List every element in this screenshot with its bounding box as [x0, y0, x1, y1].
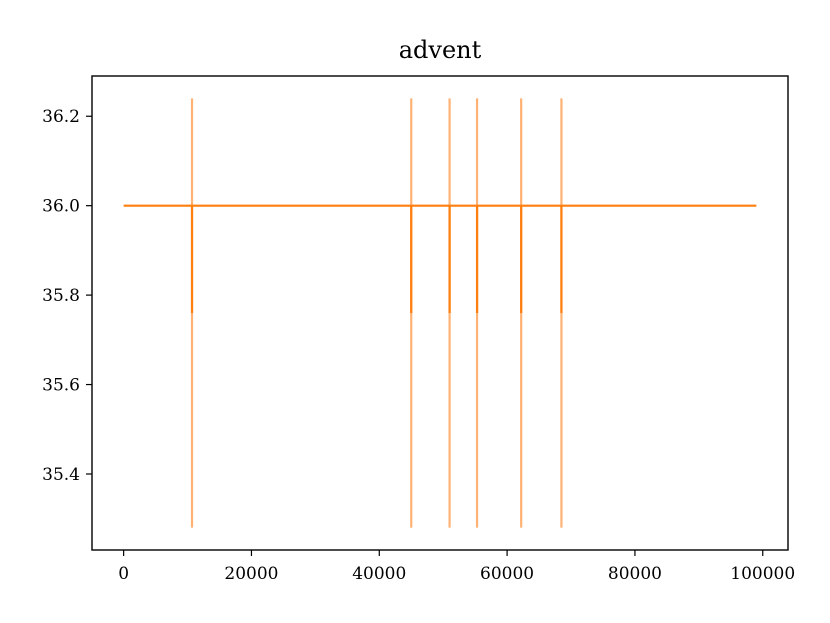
y-tick-label: 35.4 — [42, 465, 80, 485]
y-tick-label: 36.2 — [42, 107, 80, 127]
series-lines — [123, 204, 757, 313]
x-tick-label: 40000 — [352, 564, 406, 584]
y-tick-label: 35.6 — [42, 376, 80, 396]
chart-title: advent — [399, 36, 482, 64]
x-tick-label: 100000 — [730, 564, 795, 584]
x-tick-label: 20000 — [224, 564, 278, 584]
x-axis: 0 20000 40000 60000 80000 100000 — [118, 550, 795, 584]
band-lines — [190, 98, 563, 528]
y-tick-label: 35.8 — [42, 286, 80, 306]
series-line-0 — [123, 204, 757, 313]
y-tick-label: 36.0 — [42, 197, 80, 217]
x-tick-label: 0 — [118, 564, 129, 584]
x-tick-label: 80000 — [608, 564, 662, 584]
x-tick-label: 60000 — [480, 564, 534, 584]
plot-frame — [91, 75, 789, 551]
y-axis: 35.4 35.6 35.8 36.0 36.2 — [42, 107, 92, 485]
